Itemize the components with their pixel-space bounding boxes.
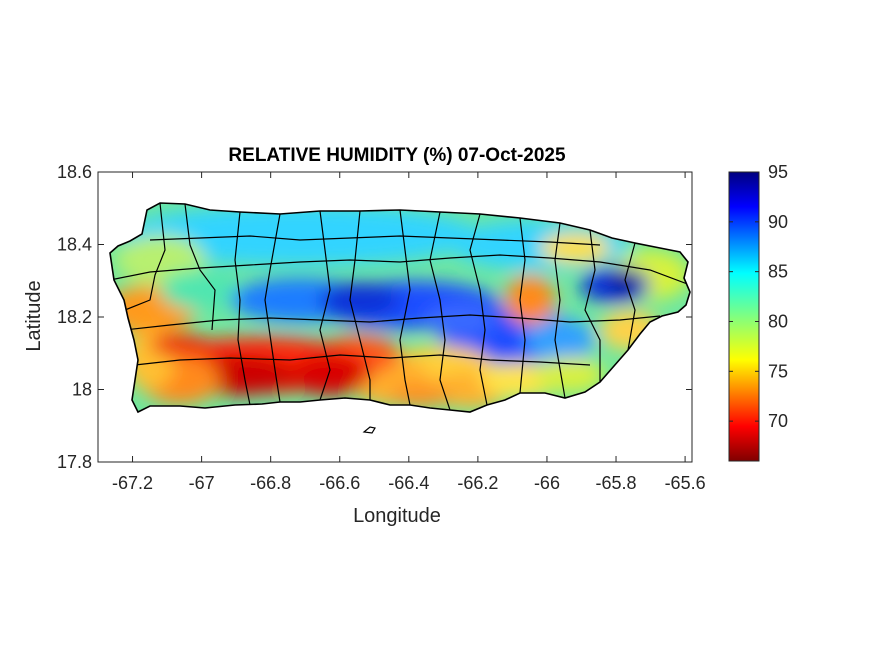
colorbar-ticks: 70 75 80 85 90 95 <box>729 162 788 431</box>
colorbar-tick-label: 75 <box>768 361 788 381</box>
x-tick-label: -67 <box>189 473 215 493</box>
y-tick-label: 18 <box>72 380 92 400</box>
chart-title: RELATIVE HUMIDITY (%) 07-Oct-2025 <box>228 145 566 166</box>
colorbar-tick-label: 90 <box>768 212 788 232</box>
y-tick-label: 18.6 <box>57 162 92 182</box>
colorbar <box>728 171 760 462</box>
islet-outline <box>362 426 376 434</box>
island-outline <box>109 202 691 414</box>
colorbar-tick-label: 80 <box>768 311 788 331</box>
y-axis-ticks: 17.8 18 18.2 18.4 18.6 <box>57 162 692 472</box>
y-tick-label: 18.4 <box>57 235 92 255</box>
x-axis-label: Longitude <box>353 505 441 527</box>
colorbar-tick-label: 95 <box>768 162 788 182</box>
x-tick-label: -66 <box>534 473 560 493</box>
y-axis-label: Latitude <box>23 280 45 351</box>
x-tick-label: -66.8 <box>250 473 291 493</box>
x-tick-label: -65.8 <box>596 473 637 493</box>
x-tick-label: -65.6 <box>665 473 706 493</box>
y-tick-label: 17.8 <box>57 452 92 472</box>
y-tick-label: 18.2 <box>57 307 92 327</box>
x-tick-label: -66.2 <box>457 473 498 493</box>
x-axis-ticks: -67.2 -67 -66.8 -66.6 -66.4 -66.2 -66 -65.8 -65.… <box>112 172 706 493</box>
colorbar-tick-label: 70 <box>768 411 788 431</box>
x-tick-label: -66.6 <box>319 473 360 493</box>
municipality-boundaries <box>110 203 690 411</box>
x-tick-label: -66.4 <box>388 473 429 493</box>
colorbar-tick-label: 85 <box>768 262 788 282</box>
x-tick-label: -67.2 <box>112 473 153 493</box>
